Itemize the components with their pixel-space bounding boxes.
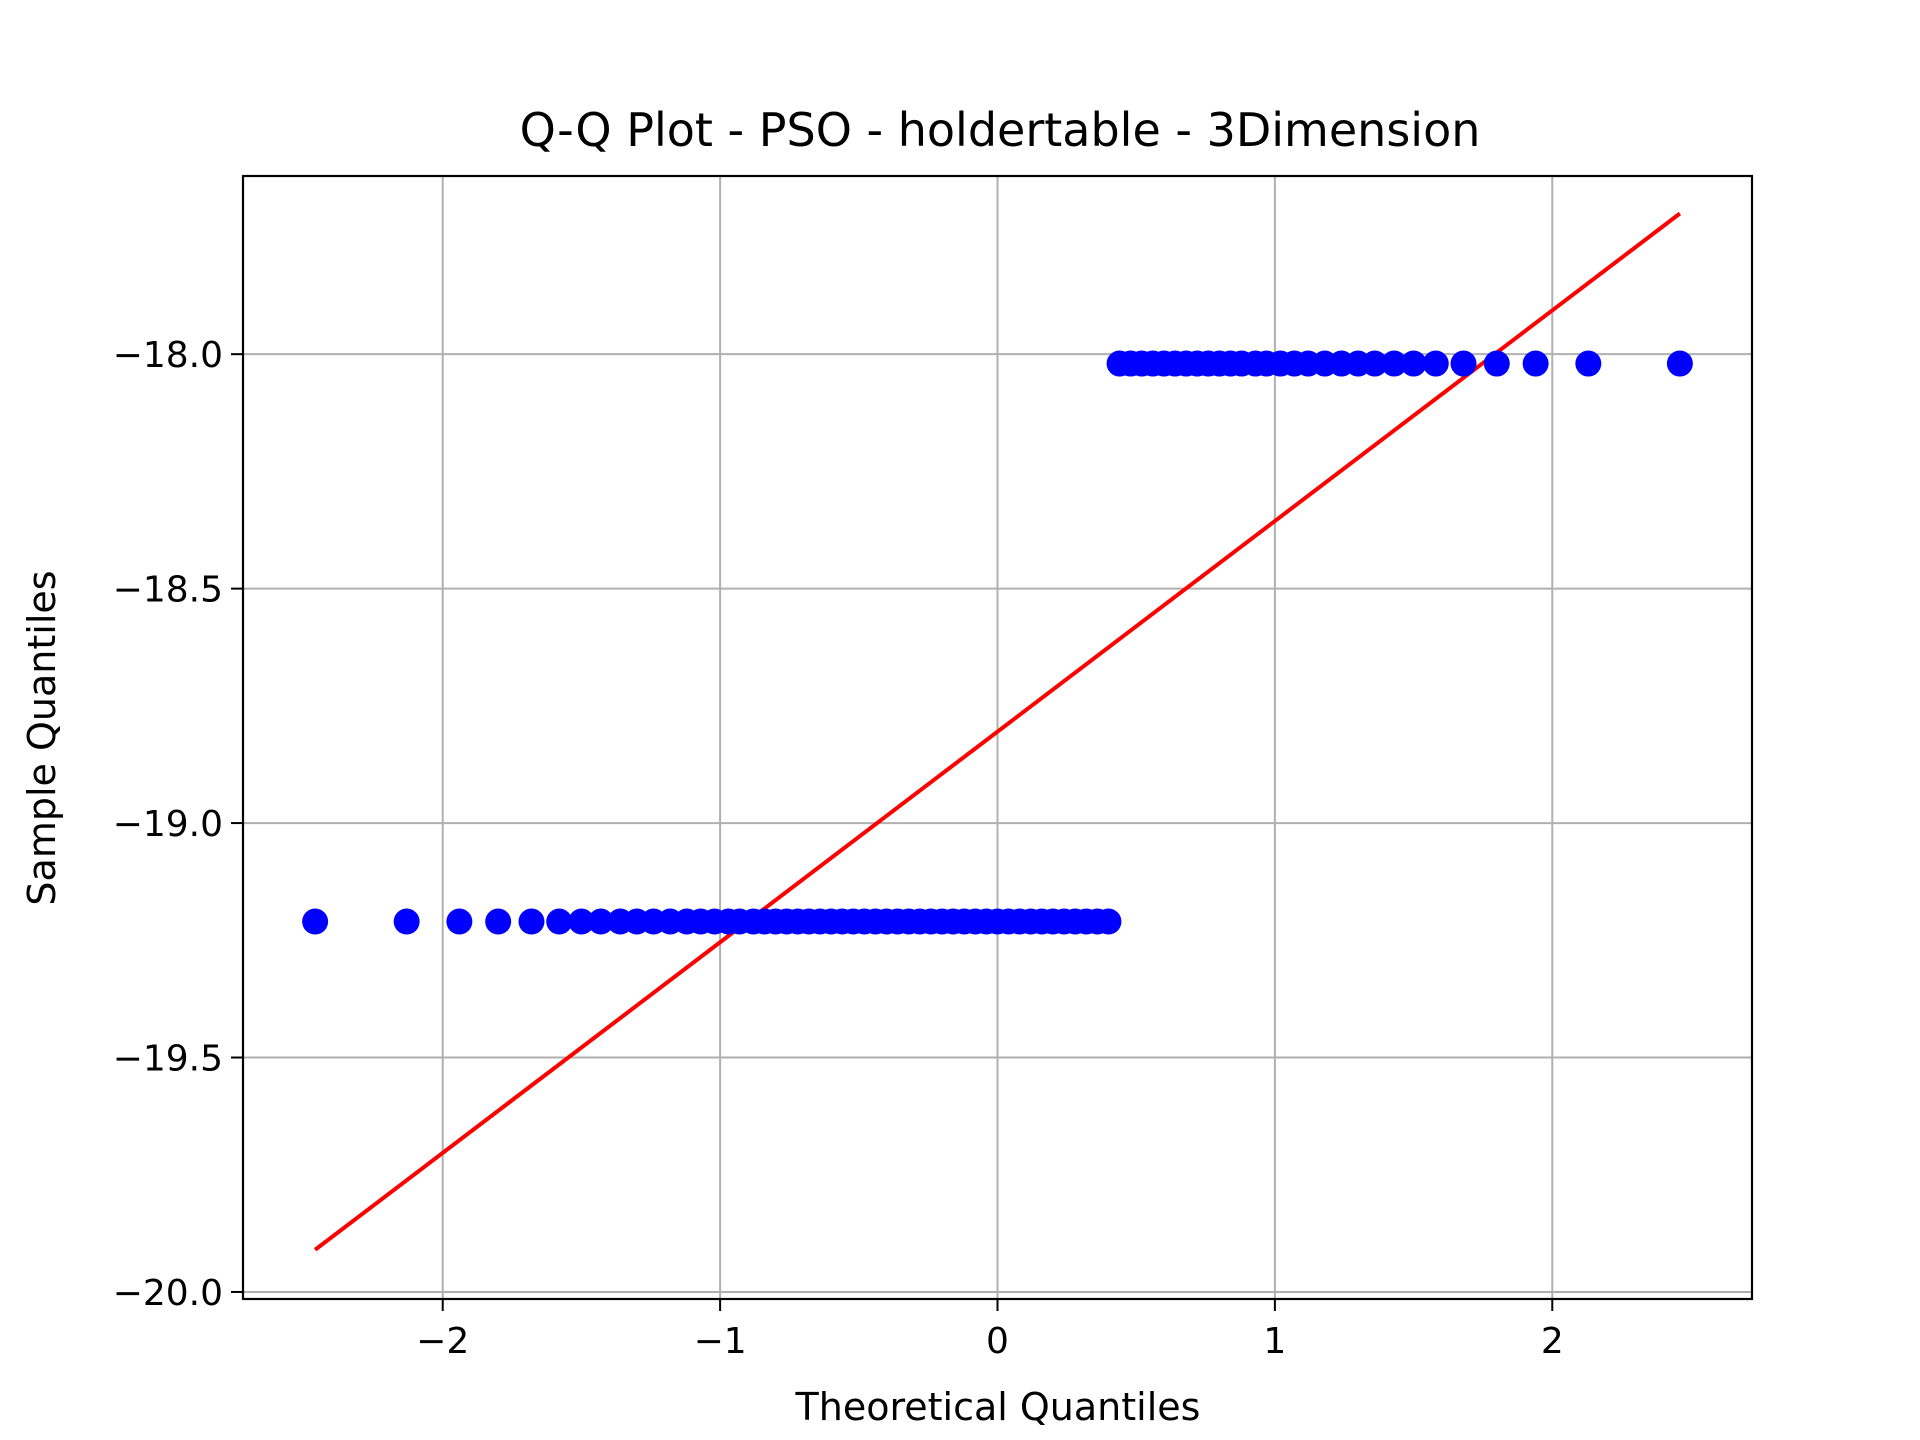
sample-point [587,908,614,935]
sample-point [546,908,573,935]
sample-point [1400,350,1427,377]
x-tick-label: −1 [694,1321,747,1362]
y-axis: −20.0 −19.5 −19.0 −18.5 −18.0 [113,335,243,1314]
sample-point [302,908,329,935]
sample-point [446,908,473,935]
sample-points [302,350,1693,935]
grid-lines [243,176,1752,1299]
x-tick-label: 0 [986,1321,1009,1362]
y-tick-label: −18.0 [113,335,223,376]
y-tick-label: −18.5 [113,570,223,611]
sample-point [1422,350,1449,377]
x-tick-label: −2 [416,1321,469,1362]
sample-point [1666,350,1693,377]
x-axis-label: Theoretical Quantiles [795,1385,1201,1429]
sample-point [1522,350,1549,377]
sample-point [1361,350,1388,377]
sample-point [518,908,545,935]
y-axis-label: Sample Quantiles [20,570,64,905]
plot-area [241,174,1754,1301]
y-tick-label: −19.0 [113,804,223,845]
sample-point [1095,908,1122,935]
sample-point [485,908,512,935]
sample-point [1450,350,1477,377]
sample-point [1575,350,1602,377]
reference-line [313,211,1682,1252]
chart-title: Q-Q Plot - PSO - holdertable - 3Dimensio… [520,103,1481,157]
reference-line-layer [313,211,1682,1252]
sample-point [1483,350,1510,377]
y-tick-label: −20.0 [113,1273,223,1314]
sample-point [393,908,420,935]
y-tick-label: −19.5 [113,1039,223,1080]
sample-point [1381,350,1408,377]
x-tick-label: 1 [1263,1321,1286,1362]
x-axis: −2 −1 0 1 2 [416,1299,1564,1362]
sample-point [568,908,595,935]
x-tick-label: 2 [1541,1321,1564,1362]
